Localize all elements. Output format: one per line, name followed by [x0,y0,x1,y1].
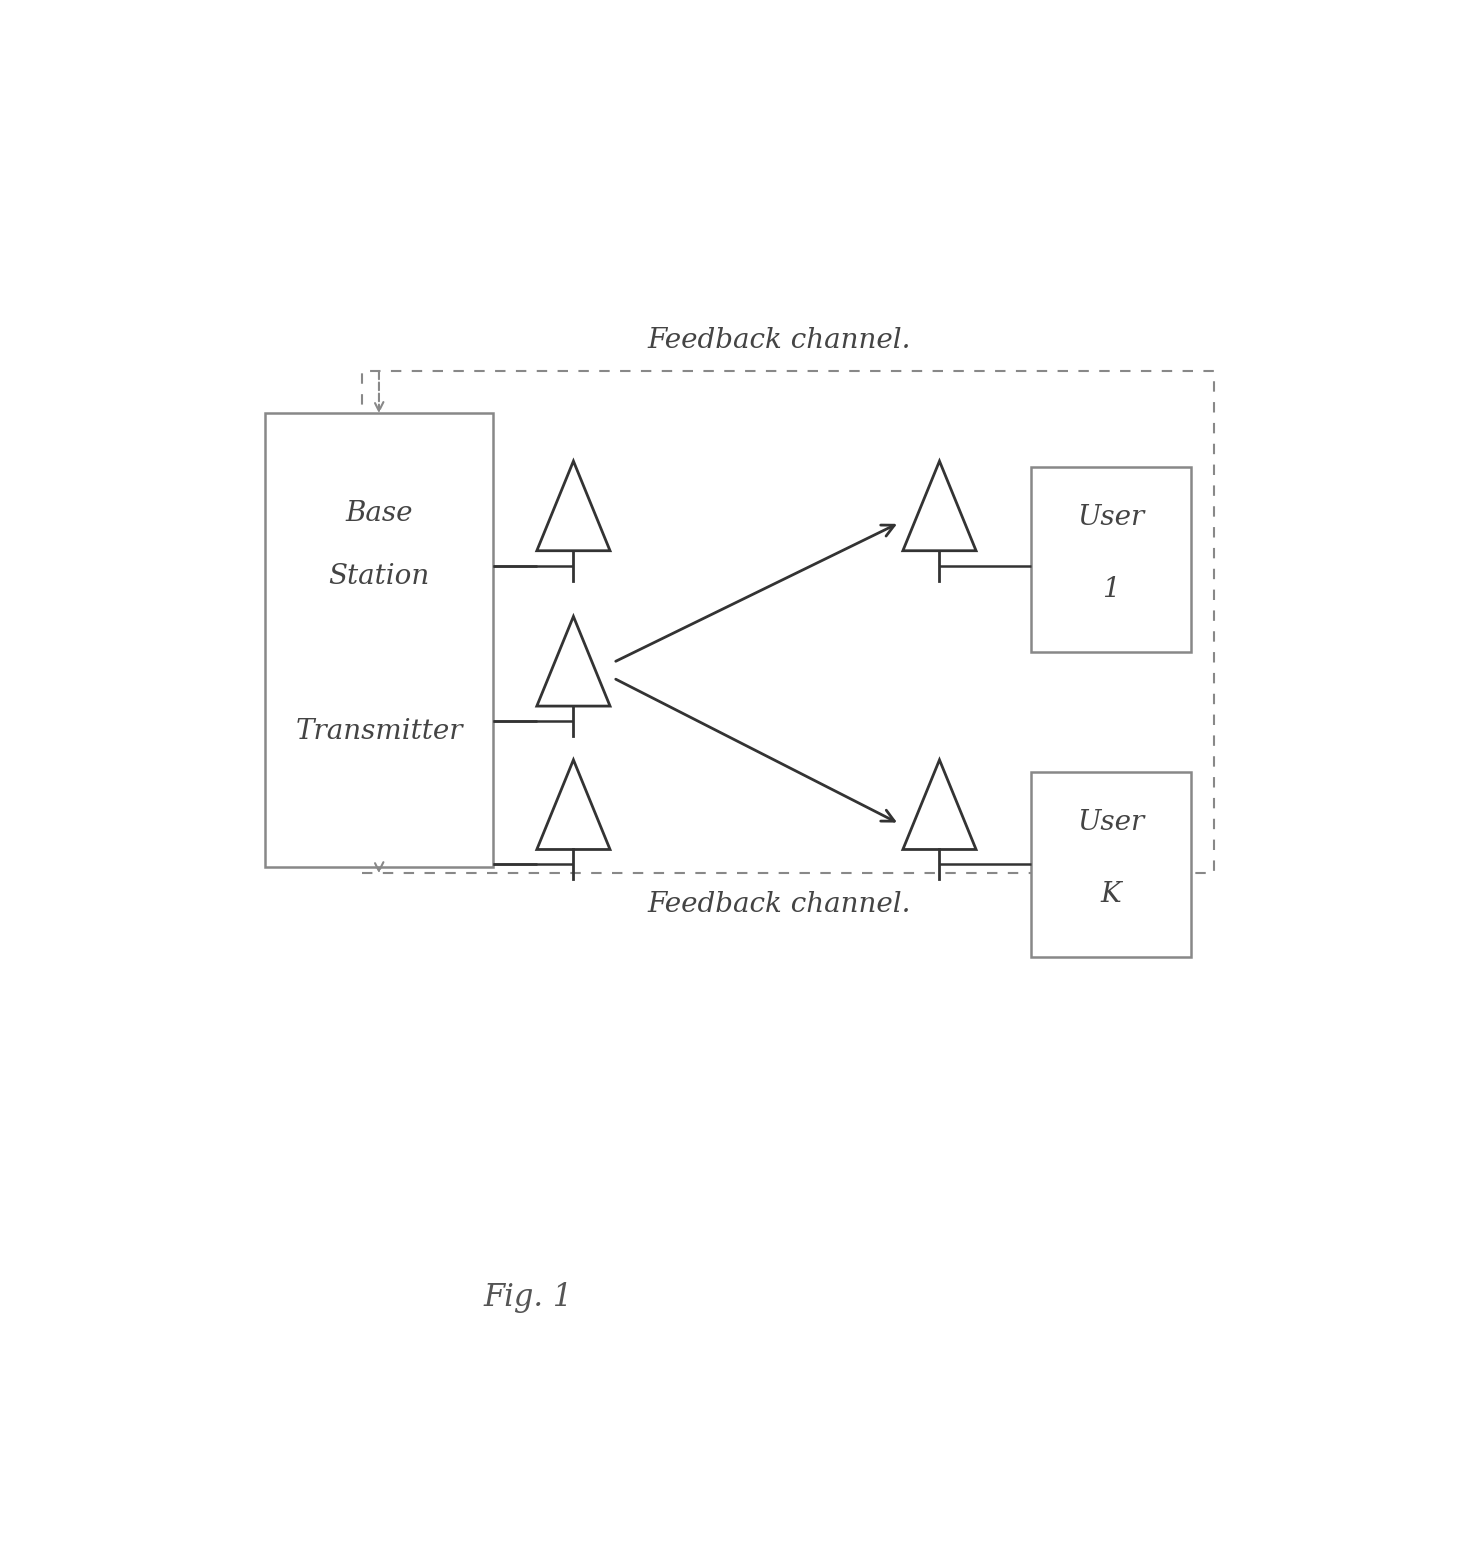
Text: User: User [1077,504,1145,531]
Text: Fig. 1: Fig. 1 [483,1282,573,1313]
Text: Feedback channel.: Feedback channel. [648,891,911,919]
Text: K: K [1101,882,1122,908]
Bar [264,413,493,868]
Text: Base: Base [345,500,413,526]
Bar [362,371,1213,874]
Text: Transmitter: Transmitter [295,717,462,745]
Bar [1032,771,1191,958]
Text: Station: Station [328,563,430,590]
Text: User: User [1077,809,1145,837]
Bar [1032,467,1191,652]
Text: Feedback channel.: Feedback channel. [648,326,911,354]
Text: 1: 1 [1103,576,1120,604]
